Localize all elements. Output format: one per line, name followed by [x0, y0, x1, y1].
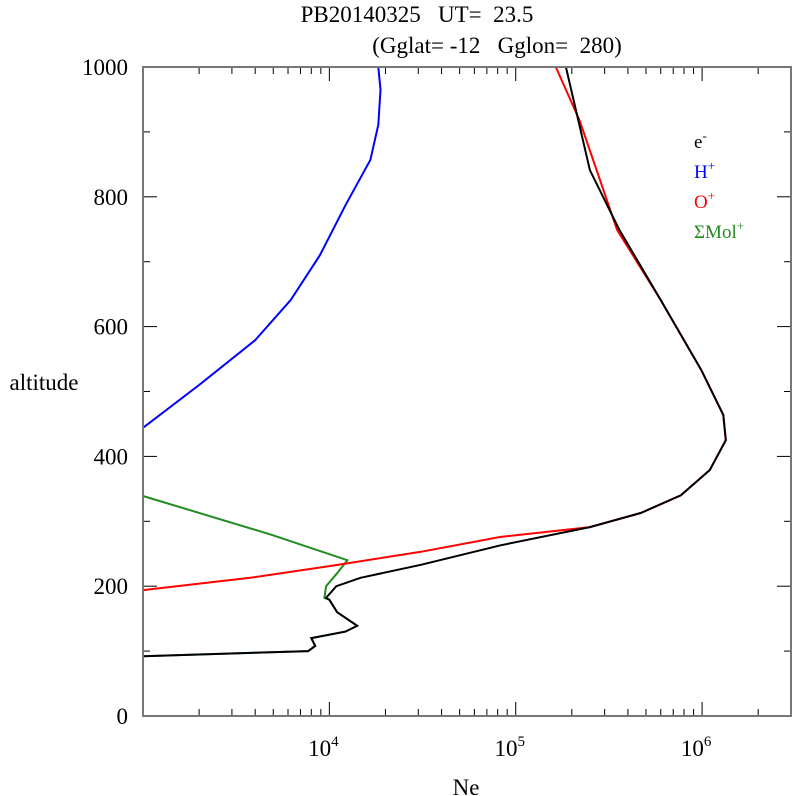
x-tick-label: 105 [494, 734, 525, 761]
legend-entry: H+ [694, 158, 715, 183]
chart-title: PB20140325 UT= 23.5 [301, 2, 534, 27]
legend-entry: e- [694, 128, 707, 153]
legend-entry: ΣMol+ [694, 218, 744, 243]
y-tick-label: 600 [94, 315, 129, 340]
y-tick-label: 800 [94, 185, 129, 210]
y-tick-label: 400 [94, 444, 129, 469]
series-line-electron [142, 66, 727, 658]
legend-entry: O+ [694, 188, 715, 213]
series-line-mol-plus [142, 495, 360, 658]
chart-subtitle: (Gglat= -12 Gglon= 280) [372, 33, 622, 58]
y-axis-label: altitude [10, 370, 79, 395]
x-tick-label: 106 [681, 734, 712, 761]
plot-frame [142, 66, 792, 717]
x-tick-label: 104 [308, 734, 339, 761]
x-axis-label: Ne [453, 775, 480, 796]
y-tick-label: 1000 [82, 55, 128, 80]
series-line-o-plus [142, 66, 727, 592]
y-tick-label: 200 [94, 574, 129, 599]
series-line-h-plus [142, 66, 382, 429]
y-tick-label: 0 [117, 704, 129, 729]
